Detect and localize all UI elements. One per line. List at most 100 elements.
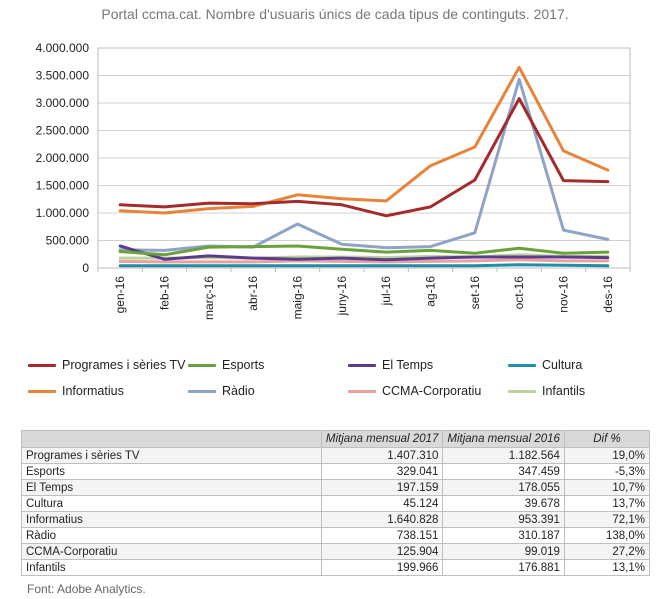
x-tick-label: nov-16: [557, 276, 571, 313]
x-tick-label: juny-16: [335, 276, 349, 317]
y-tick-label: 1.000.000: [36, 206, 90, 220]
table-cell: 39.678: [442, 495, 565, 512]
table-row: CCMA-Corporatiu 125.904 99.019 27,2%: [21, 543, 651, 560]
legend-swatch: [28, 363, 56, 367]
y-tick-label: 1.500.000: [36, 179, 90, 193]
legend-label: Ràdio: [222, 384, 255, 398]
table-cell: 10,7%: [563, 479, 651, 496]
table-cell: 199.966: [320, 559, 444, 576]
table-cell: 72,1%: [563, 511, 651, 528]
y-tick-label: 500.000: [46, 234, 90, 248]
table-row: Ràdio 738.151 310.187 138,0%: [21, 527, 651, 544]
legend-swatch: [508, 389, 536, 393]
table-cell: Infantils: [21, 559, 322, 576]
x-tick-label: ag-16: [424, 276, 438, 307]
table-cell: 310.187: [442, 527, 565, 544]
legend-label: CCMA-Corporatiu: [382, 384, 482, 398]
x-tick-label: maig-16: [291, 276, 305, 320]
series-line-radio: [118, 77, 610, 252]
table-cell: 738.151: [320, 527, 444, 544]
legend-swatch: [188, 363, 216, 367]
series-line-esports: [118, 244, 610, 257]
x-tick-label: abr-16: [246, 276, 260, 311]
y-tick-label: 3.500.000: [36, 69, 90, 83]
table-cell: 347.459: [442, 463, 565, 480]
legend-label: Cultura: [542, 358, 583, 372]
table-row: Infantils 199.966 176.881 13,1%: [21, 559, 651, 576]
table-cell: 1.182.564: [442, 447, 565, 464]
table-cell: 329.041: [320, 463, 444, 480]
legend-label: Programes i sèries TV: [62, 358, 186, 372]
table-cell: 13,1%: [563, 559, 651, 576]
x-tick-label: feb-16: [158, 276, 172, 310]
source-note: Font: Adobe Analytics.: [27, 582, 146, 596]
legend-label: Infantils: [542, 384, 586, 398]
legend-swatch: [508, 363, 536, 367]
table-cell: 953.391: [442, 511, 565, 528]
table-cell: 45.124: [320, 495, 444, 512]
legend-swatch: [348, 389, 376, 393]
series-line-cultura: [118, 263, 610, 268]
x-tick-label: gen-16: [113, 276, 127, 314]
series-line-informatius: [118, 65, 610, 215]
x-tick-label: jul-16: [379, 276, 393, 307]
series-line-programes-i-series-tv: [118, 97, 610, 218]
table-cell: 99.019: [442, 543, 565, 560]
table-row: Informatius 1.640.828 953.391 72,1%: [21, 511, 651, 528]
table-row: El Temps 197.159 178.055 10,7%: [21, 479, 651, 496]
legend-item-informatius: Informatius: [28, 382, 124, 400]
table-header-cell: Mitjana mensual 2016: [442, 430, 565, 448]
legend-item-el-temps: El Temps: [348, 356, 433, 374]
legend-swatch: [348, 363, 376, 367]
table-cell: 19,0%: [563, 447, 651, 464]
legend-item-ccma-corporatiu: CCMA-Corporatiu: [348, 382, 481, 400]
table-cell: -5,3%: [563, 463, 651, 480]
table-cell: 178.055: [442, 479, 565, 496]
x-tick-label: març-16: [202, 276, 216, 320]
y-tick-label: 2.500.000: [36, 124, 90, 138]
legend-label: Esports: [222, 358, 265, 372]
table-cell: 1.407.310: [320, 447, 444, 464]
table-row: Esports 329.041 347.459 -5,3%: [21, 463, 651, 480]
line-chart: 0 500.000 1.000.000 1.500.000 2.000.000 2.500…: [36, 41, 631, 320]
summary-table: Mitjana mensual 2017 Mitjana mensual 2016…: [21, 430, 651, 576]
table-cell: CCMA-Corporatiu: [21, 543, 322, 560]
legend-item-programes-i-series-tv: Programes i sèries TV: [28, 356, 185, 374]
legend-item-cultura: Cultura: [508, 356, 582, 374]
table-cell: 13,7%: [563, 495, 651, 512]
table-row: Cultura 45.124 39.678 13,7%: [21, 495, 651, 512]
legend-item-esports: Esports: [188, 356, 264, 374]
x-tick-label: des-16: [601, 276, 615, 313]
table-cell: Ràdio: [21, 527, 322, 544]
table-cell: Programes i sèries TV: [21, 447, 322, 464]
table-cell: 138,0%: [563, 527, 651, 544]
legend-item-radio: Ràdio: [188, 382, 255, 400]
table-cell: 176.881: [442, 559, 565, 576]
y-tick-label: 3.000.000: [36, 96, 90, 110]
y-tick-label: 0: [82, 261, 89, 275]
chart-title: Portal ccma.cat. Nombre d'usuaris únics …: [101, 6, 569, 22]
table-header-cell: Dif %: [563, 430, 651, 448]
table-cell: Informatius: [21, 511, 322, 528]
legend-item-infantils: Infantils: [508, 382, 585, 400]
table-cell: 197.159: [320, 479, 444, 496]
table-header-cell: Mitjana mensual 2017: [320, 430, 444, 448]
legend-label: Informatius: [62, 384, 124, 398]
series-line-el-temps: [118, 244, 610, 262]
legend-swatch: [188, 389, 216, 393]
table-header-row: Mitjana mensual 2017 Mitjana mensual 2016…: [21, 430, 651, 448]
legend-swatch: [28, 389, 56, 393]
y-tick-label: 4.000.000: [36, 41, 90, 55]
x-tick-label: oct-16: [512, 276, 526, 310]
table-cell: Cultura: [21, 495, 322, 512]
legend-label: El Temps: [382, 358, 434, 372]
series-line-ccma-corporatiu: [118, 258, 610, 264]
table-cell: 125.904: [320, 543, 444, 560]
table-cell: El Temps: [21, 479, 322, 496]
table-row: Programes i sèries TV 1.407.310 1.182.564 1…: [21, 447, 651, 464]
table-cell: 1.640.828: [320, 511, 444, 528]
y-tick-label: 2.000.000: [36, 151, 90, 165]
table-header-cell: [21, 430, 322, 448]
table-cell: 27,2%: [563, 543, 651, 560]
table-cell: Esports: [21, 463, 322, 480]
